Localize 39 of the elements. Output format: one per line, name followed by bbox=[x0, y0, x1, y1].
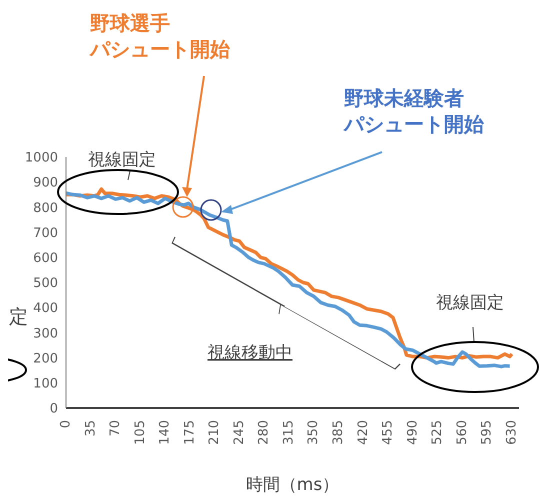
y-tick-label: 1000 bbox=[24, 150, 58, 166]
x-tick-label: 0 bbox=[58, 420, 74, 428]
y-tick-label: 0 bbox=[50, 402, 58, 417]
x-tick-label: 140 bbox=[158, 420, 173, 445]
x-tick-label: 420 bbox=[356, 420, 371, 445]
x-tick-label: 455 bbox=[380, 420, 396, 445]
x-tick-label: 490 bbox=[405, 420, 420, 445]
x-tick-label: 105 bbox=[132, 420, 148, 445]
y-axis-title: 定 bbox=[9, 306, 28, 328]
x-tick-label: 280 bbox=[256, 420, 272, 445]
y-tick-label: 700 bbox=[33, 226, 58, 241]
x-axis-title: 時間（ms） bbox=[246, 475, 340, 495]
y-tick-label: 300 bbox=[33, 326, 58, 342]
x-tick-label: 630 bbox=[504, 420, 520, 445]
x-tick-label: 385 bbox=[331, 420, 346, 445]
text: パシュート開始 bbox=[89, 37, 231, 61]
x-tick-label: 175 bbox=[182, 420, 198, 445]
annotation: 視線固定 bbox=[436, 293, 504, 313]
x-tick-label: 210 bbox=[207, 420, 222, 445]
y-tick-label: 800 bbox=[33, 200, 58, 216]
y-tick-label: 500 bbox=[33, 276, 58, 292]
x-tick-label: 35 bbox=[83, 420, 98, 437]
y-tick-label: 100 bbox=[33, 376, 58, 392]
y-tick-label: 900 bbox=[33, 176, 58, 191]
y-tick-label: 600 bbox=[33, 251, 58, 266]
text: 野球未経験者 bbox=[344, 86, 464, 110]
y-tick-label: 200 bbox=[33, 351, 58, 366]
x-tick-label: 595 bbox=[480, 420, 495, 445]
text: 野球選手 bbox=[90, 11, 170, 35]
x-tick-label: 70 bbox=[108, 420, 124, 437]
x-tick-label: 315 bbox=[281, 420, 296, 445]
y-tick-label: 400 bbox=[33, 301, 58, 316]
x-tick-label: 350 bbox=[306, 420, 322, 445]
annotation: 視線移動中 bbox=[208, 343, 292, 363]
x-tick-label: 245 bbox=[232, 420, 247, 445]
text: パシュート開始 bbox=[343, 112, 485, 136]
annotation: 視線固定 bbox=[88, 150, 156, 170]
x-tick-label: 525 bbox=[430, 420, 446, 445]
x-tick-label: 560 bbox=[454, 420, 470, 445]
